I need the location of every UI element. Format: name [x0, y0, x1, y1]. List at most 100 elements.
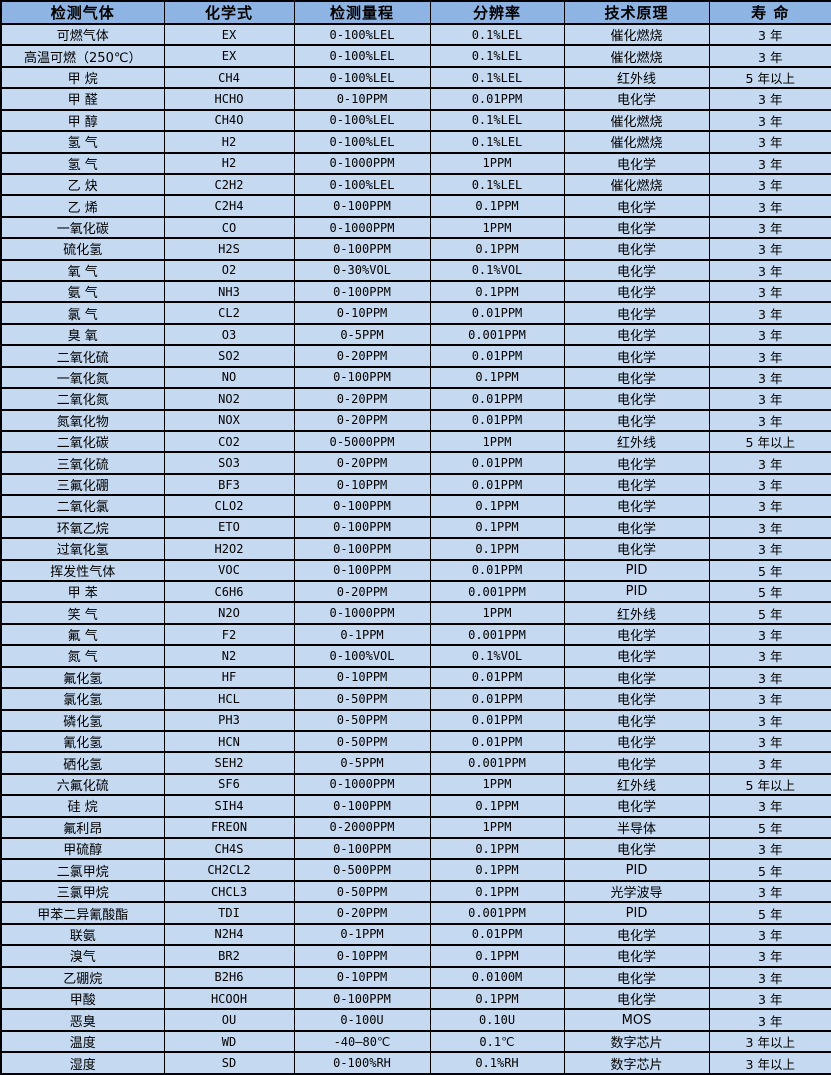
cell-principle: 电化学: [563, 622, 710, 647]
cell-resolution: 0.001PPM: [429, 579, 565, 604]
cell-formula: H2: [163, 151, 295, 175]
cell-range: 0-5PPM: [293, 322, 431, 347]
cell-formula: SO2: [163, 344, 295, 368]
cell-formula: EX: [163, 44, 295, 68]
cell-gas: 甲硫醇: [0, 837, 165, 861]
cell-range: 0-2000PPM: [293, 815, 431, 840]
cell-resolution: 0.1PPM: [429, 837, 565, 861]
cell-lifespan: 3 年: [708, 986, 831, 1011]
cell-formula: C2H2: [163, 172, 295, 197]
table-row: 乙硼烷 B2H6 0-10PPM 0.0100M 电化学 3 年: [0, 965, 831, 990]
cell-range: 0-100PPM: [293, 558, 431, 582]
column-header-formula: 化学式: [163, 0, 295, 25]
cell-gas: 乙硼烷: [0, 965, 165, 990]
table-row: 磷化氢 PH3 0-50PPM 0.01PPM 电化学 3 年: [0, 708, 831, 732]
cell-range: 0-50PPM: [293, 879, 431, 904]
cell-range: 0-20PPM: [293, 387, 431, 411]
column-header-principle: 技术原理: [563, 0, 710, 25]
cell-formula: CH4S: [163, 837, 295, 861]
cell-gas: 氨 气: [0, 280, 165, 304]
table-row: 硒化氢 SEH2 0-5PPM 0.001PPM 电化学 3 年: [0, 751, 831, 775]
cell-principle: PID: [563, 858, 710, 882]
cell-range: 0-1000PPM: [293, 151, 431, 175]
cell-range: 0-10PPM: [293, 665, 431, 690]
cell-resolution: 0.1PPM: [429, 537, 565, 561]
cell-resolution: 0.1PPM: [429, 858, 565, 882]
table-row: 二氧化氯 CLO2 0-100PPM 0.1PPM 电化学 3 年: [0, 494, 831, 518]
cell-gas: 二氧化氮: [0, 387, 165, 411]
cell-lifespan: 3 年: [708, 944, 831, 968]
column-header-lifespan: 寿 命: [708, 0, 831, 25]
cell-lifespan: 5 年以上: [708, 65, 831, 90]
cell-principle: 电化学: [563, 965, 710, 990]
cell-formula: FREON: [163, 815, 295, 840]
cell-formula: NOX: [163, 408, 295, 433]
table-row: 一氧化氮 NO 0-100PPM 0.1PPM 电化学 3 年: [0, 365, 831, 390]
cell-principle: 数字芯片: [563, 1029, 710, 1054]
cell-resolution: 1PPM: [429, 151, 565, 175]
cell-resolution: 0.1PPM: [429, 494, 565, 518]
table-row: 三氯甲烷 CHCL3 0-50PPM 0.1PPM 光学波导 3 年: [0, 879, 831, 904]
cell-principle: 催化燃烧: [563, 22, 710, 47]
cell-formula: HCOOH: [163, 986, 295, 1011]
cell-resolution: 0.1PPM: [429, 879, 565, 904]
cell-range: 0-50PPM: [293, 708, 431, 732]
cell-gas: 一氧化碳: [0, 215, 165, 240]
cell-resolution: 0.1PPM: [429, 280, 565, 304]
cell-range: 0-1000PPM: [293, 772, 431, 797]
cell-principle: PID: [563, 558, 710, 582]
cell-range: 0-1000PPM: [293, 601, 431, 625]
cell-lifespan: 5 年以上: [708, 772, 831, 797]
cell-formula: N2: [163, 644, 295, 668]
cell-lifespan: 3 年: [708, 879, 831, 904]
table-row: 甲 醛 HCHO 0-10PPM 0.01PPM 电化学 3 年: [0, 87, 831, 111]
cell-lifespan: 3 年: [708, 922, 831, 947]
cell-range: 0-1000PPM: [293, 215, 431, 240]
table-row: 硅 烷 SIH4 0-100PPM 0.1PPM 电化学 3 年: [0, 794, 831, 818]
cell-principle: 电化学: [563, 87, 710, 111]
table-row: 溴气 BR2 0-10PPM 0.1PPM 电化学 3 年: [0, 944, 831, 968]
cell-range: 0-20PPM: [293, 901, 431, 925]
cell-lifespan: 3 年: [708, 687, 831, 711]
cell-lifespan: 5 年: [708, 901, 831, 925]
cell-range: 0-100PPM: [293, 194, 431, 218]
cell-formula: OU: [163, 1008, 295, 1032]
cell-gas: 恶臭: [0, 1008, 165, 1032]
cell-principle: PID: [563, 579, 710, 604]
cell-range: 0-50PPM: [293, 729, 431, 754]
cell-principle: 电化学: [563, 258, 710, 283]
cell-lifespan: 3 年: [708, 365, 831, 390]
cell-formula: CLO2: [163, 494, 295, 518]
cell-lifespan: 3 年: [708, 537, 831, 561]
cell-gas: 甲 醇: [0, 108, 165, 133]
cell-formula: ETO: [163, 515, 295, 540]
cell-principle: 电化学: [563, 472, 710, 497]
cell-lifespan: 3 年: [708, 215, 831, 240]
cell-principle: 电化学: [563, 194, 710, 218]
table-row: 氟利昂 FREON 0-2000PPM 1PPM 半导体 5 年: [0, 815, 831, 840]
cell-range: 0-1PPM: [293, 622, 431, 647]
table-row: 氧 气 O2 0-30%VOL 0.1%VOL 电化学 3 年: [0, 258, 831, 283]
cell-lifespan: 3 年: [708, 408, 831, 433]
cell-range: 0-20PPM: [293, 408, 431, 433]
header-row: 检测气体 化学式 检测量程 分辨率 技术原理 寿 命: [0, 0, 831, 25]
cell-formula: HCHO: [163, 87, 295, 111]
cell-principle: 电化学: [563, 515, 710, 540]
cell-resolution: 0.01PPM: [429, 301, 565, 325]
cell-resolution: 0.001PPM: [429, 622, 565, 647]
cell-gas: 甲酸: [0, 986, 165, 1011]
cell-gas: 氢 气: [0, 151, 165, 175]
cell-resolution: 0.01PPM: [429, 87, 565, 111]
cell-lifespan: 3 年: [708, 87, 831, 111]
cell-range: 0-20PPM: [293, 579, 431, 604]
cell-resolution: 0.1%LEL: [429, 172, 565, 197]
cell-lifespan: 3 年: [708, 794, 831, 818]
table-row: 恶臭 OU 0-100U 0.10U MOS 3 年: [0, 1008, 831, 1032]
cell-resolution: 0.1%LEL: [429, 108, 565, 133]
table-row: 乙 炔 C2H2 0-100%LEL 0.1%LEL 催化燃烧 3 年: [0, 172, 831, 197]
cell-formula: H2S: [163, 237, 295, 261]
cell-formula: C6H6: [163, 579, 295, 604]
cell-range: 0-10PPM: [293, 301, 431, 325]
cell-principle: 电化学: [563, 344, 710, 368]
cell-resolution: 0.1PPM: [429, 986, 565, 1011]
